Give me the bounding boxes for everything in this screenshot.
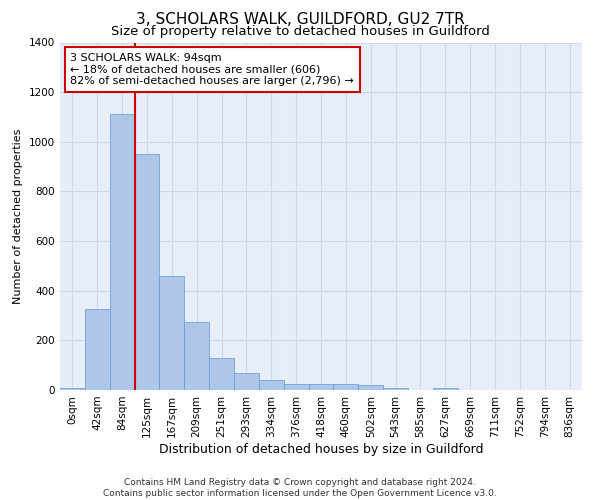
Y-axis label: Number of detached properties: Number of detached properties — [13, 128, 23, 304]
Bar — [358, 385, 383, 390]
Bar — [234, 372, 259, 390]
Bar — [60, 388, 85, 390]
Bar — [184, 322, 209, 390]
Text: Contains HM Land Registry data © Crown copyright and database right 2024.
Contai: Contains HM Land Registry data © Crown c… — [103, 478, 497, 498]
Bar — [284, 384, 308, 390]
Bar — [259, 380, 284, 390]
Bar — [383, 388, 408, 390]
Bar — [308, 384, 334, 390]
Text: 3 SCHOLARS WALK: 94sqm
← 18% of detached houses are smaller (606)
82% of semi-de: 3 SCHOLARS WALK: 94sqm ← 18% of detached… — [70, 53, 354, 86]
X-axis label: Distribution of detached houses by size in Guildford: Distribution of detached houses by size … — [159, 442, 483, 456]
Bar — [334, 384, 358, 390]
Bar — [134, 154, 160, 390]
Bar — [209, 358, 234, 390]
Bar — [85, 310, 110, 390]
Text: 3, SCHOLARS WALK, GUILDFORD, GU2 7TR: 3, SCHOLARS WALK, GUILDFORD, GU2 7TR — [136, 12, 464, 28]
Bar — [110, 114, 134, 390]
Text: Size of property relative to detached houses in Guildford: Size of property relative to detached ho… — [110, 25, 490, 38]
Bar — [433, 388, 458, 390]
Bar — [160, 276, 184, 390]
